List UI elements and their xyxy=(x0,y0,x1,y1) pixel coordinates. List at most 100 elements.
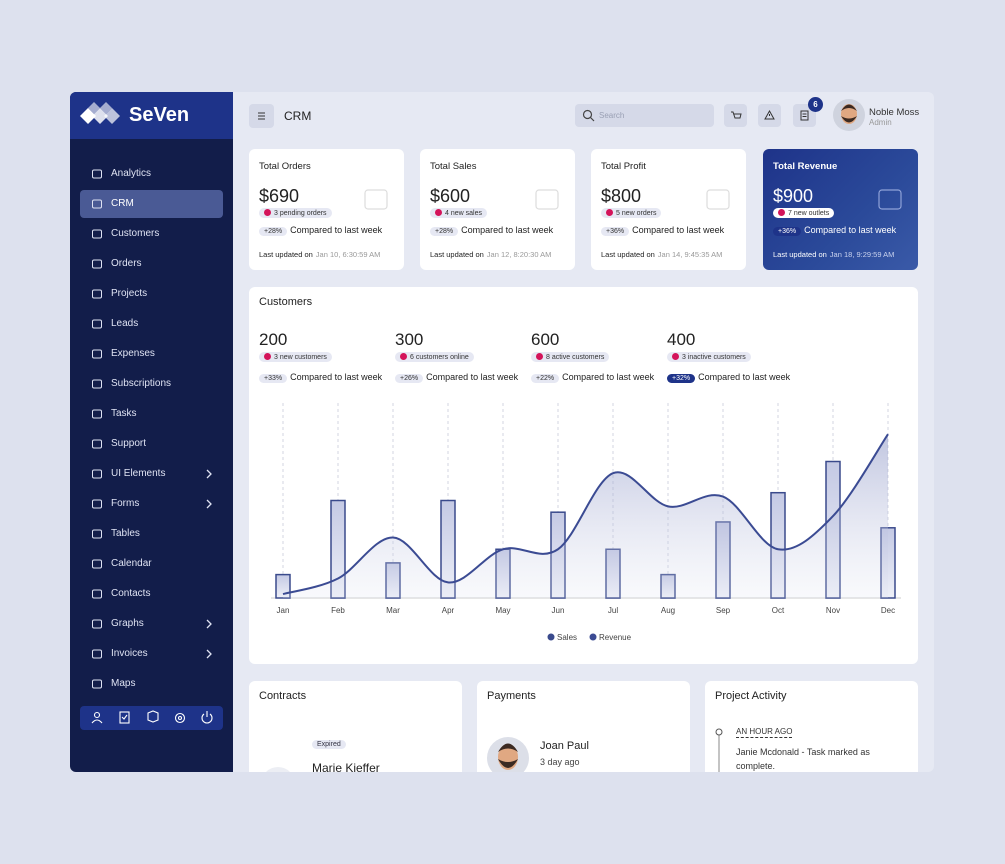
menu-icon xyxy=(92,169,102,179)
icon-shape xyxy=(92,319,102,329)
menu-item[interactable]: Tasks xyxy=(111,408,137,419)
metric-value: 400 xyxy=(667,330,696,349)
menu-item[interactable]: Analytics xyxy=(111,168,152,179)
search-box[interactable]: Search xyxy=(575,104,714,127)
search-placeholder: Search xyxy=(599,111,625,120)
icon-shape xyxy=(92,259,102,269)
icon-shape xyxy=(92,409,102,419)
menu-item[interactable]: CRM xyxy=(111,198,134,209)
change-pill: +28% xyxy=(259,227,288,236)
user-name: Noble Moss xyxy=(869,107,920,118)
updated-row: Last updated on Jan 10, 6:30:59 AM xyxy=(259,250,380,259)
panel-title: Customers xyxy=(259,296,313,308)
stat-icon xyxy=(706,189,730,210)
badge-dot xyxy=(400,353,407,360)
stat-title: Total Revenue xyxy=(773,161,838,172)
menu-item[interactable]: Maps xyxy=(111,678,136,689)
menu-icon xyxy=(92,529,102,539)
stat-value: $800 xyxy=(601,186,642,206)
icon-shape xyxy=(535,189,559,210)
badge-dot xyxy=(264,209,271,216)
contracts-card: Contracts Expired Marie Kieffer xyxy=(249,681,462,772)
menu-item[interactable]: Forms xyxy=(111,498,140,509)
menu-icon xyxy=(92,499,102,509)
chevron-shape xyxy=(206,499,212,509)
badge-text: 7 new outlets xyxy=(788,210,830,217)
chevron-shape xyxy=(206,469,212,479)
icon-shape xyxy=(764,109,775,120)
payment-time: 3 day ago xyxy=(540,757,580,767)
stat-value: $690 xyxy=(259,186,300,206)
chevron xyxy=(206,619,212,629)
menu-item[interactable]: Invoices xyxy=(111,648,148,659)
compare-row: +32% Compared to last week xyxy=(667,372,790,383)
menu-icon xyxy=(92,409,102,419)
menu-button[interactable] xyxy=(249,104,274,128)
updated-time: Jan 14, 9:45:35 AM xyxy=(657,250,723,259)
x-tick-label: Dec xyxy=(881,606,895,615)
menu-icon xyxy=(92,349,102,359)
menu-icon xyxy=(92,679,102,689)
x-tick-label: Oct xyxy=(772,606,785,615)
updated-label: Last updated on xyxy=(773,250,827,259)
timeline xyxy=(715,728,723,772)
menu-item[interactable]: Tables xyxy=(111,528,140,539)
compare-row: +28% Compared to last week xyxy=(430,225,553,236)
badge-dot xyxy=(606,209,613,216)
payer-name: Joan Paul xyxy=(540,740,589,752)
menu-item[interactable]: Support xyxy=(111,438,147,449)
compare-text: Compared to last week xyxy=(426,372,519,382)
stat-card: Total Profit $800 5 new orders +36% Compared… xyxy=(591,149,746,270)
icon-shape xyxy=(92,439,102,449)
change-pill: +32% xyxy=(667,374,696,383)
avatar-beard xyxy=(498,759,518,768)
lens xyxy=(582,109,593,120)
contract-avatar xyxy=(261,767,295,772)
notification-count: 6 xyxy=(808,97,823,112)
stat-badge: 4 new sales xyxy=(430,208,487,218)
badge-text: 3 inactive customers xyxy=(682,354,746,361)
header-button[interactable] xyxy=(758,104,781,127)
menu-icon xyxy=(92,259,102,269)
menu-icon xyxy=(92,649,102,659)
card-title: Payments xyxy=(487,690,536,702)
x-tick-label: Jul xyxy=(608,606,618,615)
legend-label: Sales xyxy=(557,633,577,642)
menu-item[interactable]: Graphs xyxy=(111,618,144,629)
menu-item[interactable]: Subscriptions xyxy=(111,378,172,389)
badge-dot xyxy=(264,353,271,360)
card-title: Project Activity xyxy=(715,690,787,702)
quick-icons xyxy=(91,710,213,724)
menu-item[interactable]: UI Elements xyxy=(111,468,166,479)
revenue-area xyxy=(283,434,888,598)
metric-badge: 6 customers online xyxy=(395,352,474,362)
menu-item[interactable]: Customers xyxy=(111,228,160,239)
icon-shape xyxy=(92,679,102,689)
stat-value: $600 xyxy=(430,186,471,206)
menu-item[interactable]: Calendar xyxy=(111,558,152,569)
updated-time: Jan 12, 8:20:30 AM xyxy=(486,250,552,259)
header-button[interactable] xyxy=(724,104,747,127)
revenue-line xyxy=(282,433,889,596)
stat-icon xyxy=(878,189,902,210)
payer-avatar xyxy=(487,737,529,772)
compare-row: +36% Compared to last week xyxy=(773,225,896,236)
change-pill: +26% xyxy=(395,374,424,383)
icon-shape xyxy=(364,189,388,210)
stat-value: $900 xyxy=(773,186,814,206)
contract-name: Marie Kieffer xyxy=(312,761,380,772)
menu-item[interactable]: Expenses xyxy=(111,348,155,359)
quick-actions xyxy=(80,706,223,730)
logo-icon xyxy=(80,102,120,124)
menu-item[interactable]: Projects xyxy=(111,288,148,299)
x-tick-label: Feb xyxy=(331,606,345,615)
icon-shape xyxy=(92,619,102,629)
menu-item[interactable]: Orders xyxy=(111,258,142,269)
stat-card: Total Orders $690 3 pending orders +28% Comp… xyxy=(249,149,404,270)
menu-item[interactable]: Leads xyxy=(111,318,139,329)
avatar-hair xyxy=(498,743,518,752)
stat-title: Total Sales xyxy=(430,161,477,172)
status-pill: Expired xyxy=(312,740,346,749)
menu-item[interactable]: Contacts xyxy=(111,588,151,599)
